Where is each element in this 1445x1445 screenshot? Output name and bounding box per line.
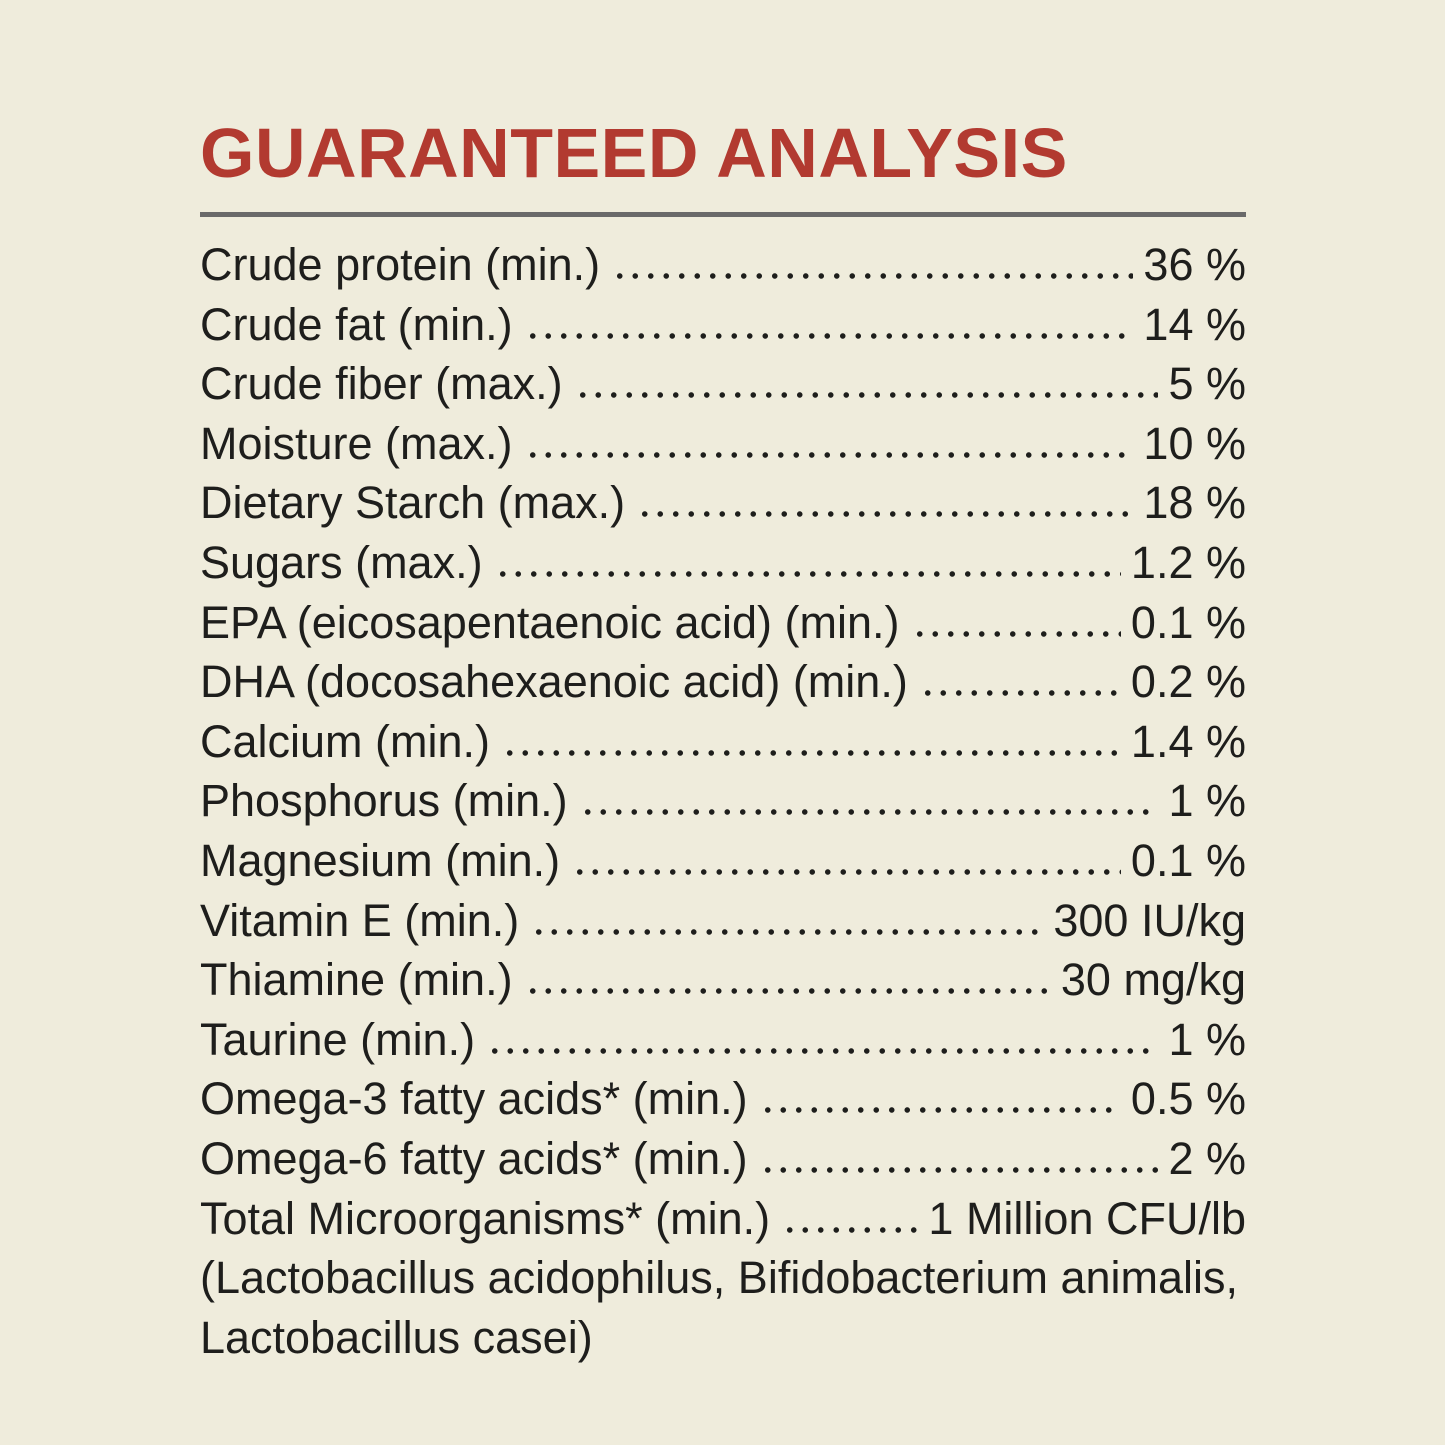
table-row: Magnesium (min.) 0.1 % [200,831,1246,891]
nutrient-value: 30 mg/kg [1060,954,1246,1006]
nutrient-label: Omega-6 fatty acids* (min.) [200,1132,748,1184]
table-row: Total Microorganisms* (min.) 1 Million C… [200,1189,1246,1249]
nutrient-label: Calcium (min.) [200,715,491,767]
dot-leader [759,1106,1121,1115]
microorganisms-footnote-line: (Lactobacillus acidophilus, Bifidobacter… [200,1252,1239,1304]
nutrient-label: DHA (docosahexaenoic acid) (min.) [200,656,908,708]
dot-leader [612,272,1134,280]
nutrient-label: Magnesium (min.) [200,834,561,886]
table-row: Phosphorus (min.) 1 % [200,771,1246,831]
table-row: Vitamin E (min.) 300 IU/kg [200,891,1246,951]
nutrient-label: Taurine (min.) [200,1013,476,1065]
nutrient-label: Thiamine (min.) [200,954,513,1006]
nutrient-value: 18 % [1143,477,1246,529]
nutrient-label: Omega-3 fatty acids* (min.) [200,1073,748,1125]
nutrient-value: 0.1 % [1130,834,1246,886]
table-row: Thiamine (min.) 30 mg/kg [200,950,1246,1010]
dot-leader [531,927,1044,936]
nutrient-label: Moisture (max.) [200,417,513,469]
dot-leader [759,1165,1159,1174]
table-row: Omega-6 fatty acids* (min.) 2 % [200,1129,1246,1189]
nutrient-value: 1 % [1168,1013,1246,1065]
nutrient-label: EPA (eicosapentaenoic acid) (min.) [200,596,900,648]
dot-leader [494,569,1121,578]
table-row: Calcium (min.) 1.4 % [200,712,1246,772]
nutrient-value: 10 % [1143,417,1246,469]
nutrient-label: Total Microorganisms* (min.) [200,1192,771,1244]
dot-leader [782,1225,919,1234]
table-row: Sugars (max.) 1.2 % [200,533,1246,593]
dot-leader [524,987,1051,996]
nutrient-label: Phosphorus (min.) [200,775,568,827]
table-row: DHA (docosahexaenoic acid) (min.) 0.2 % [200,652,1246,712]
table-row: Omega-3 fatty acids* (min.) 0.5 % [200,1069,1246,1129]
dot-leader [524,450,1134,459]
dot-leader [919,689,1121,698]
nutrient-label: Vitamin E (min.) [200,894,520,946]
guaranteed-analysis-section: GUARANTEED ANALYSIS Crude protein (min.)… [200,118,1246,1367]
nutrient-value: 1.4 % [1130,715,1246,767]
nutrient-value: 0.2 % [1130,656,1246,708]
analysis-table: Crude protein (min.) 36 % Crude fat (min… [200,235,1246,1367]
table-row: Crude fat (min.) 14 % [200,295,1246,355]
table-row: Crude protein (min.) 36 % [200,235,1246,295]
nutrient-value: 5 % [1168,358,1246,410]
nutrient-value: 14 % [1143,298,1246,350]
dot-leader [579,808,1159,817]
nutrient-label: Crude fiber (max.) [200,358,563,410]
nutrient-value: 1 Million CFU/lb [928,1192,1246,1244]
nutrient-value: 1 % [1168,775,1246,827]
dot-leader [502,748,1121,757]
dot-leader [637,510,1134,519]
nutrient-label: Crude protein (min.) [200,239,601,290]
table-row: Taurine (min.) 1 % [200,1010,1246,1070]
dot-leader [487,1046,1159,1055]
dot-leader [911,629,1121,638]
table-row: EPA (eicosapentaenoic acid) (min.) 0.1 % [200,593,1246,653]
title-divider [200,212,1246,217]
table-row: Moisture (max.) 10 % [200,414,1246,474]
microorganisms-footnote-line: Lactobacillus casei) [200,1311,593,1363]
table-row: Crude fiber (max.) 5 % [200,354,1246,414]
dot-leader [572,867,1121,876]
nutrient-value: 1.2 % [1130,536,1246,588]
nutrient-label: Sugars (max.) [200,536,483,588]
nutrient-label: Dietary Starch (max.) [200,477,626,529]
dot-leader [574,391,1159,400]
nutrient-value: 2 % [1168,1132,1246,1184]
table-row: Dietary Starch (max.) 18 % [200,473,1246,533]
nutrient-value: 0.1 % [1130,596,1246,648]
nutrient-value: 300 IU/kg [1053,894,1246,946]
page-title: GUARANTEED ANALYSIS [200,114,1068,192]
nutrient-value: 0.5 % [1130,1073,1246,1125]
nutrient-label: Crude fat (min.) [200,298,513,350]
dot-leader [524,331,1134,340]
nutrient-value: 36 % [1143,239,1246,290]
